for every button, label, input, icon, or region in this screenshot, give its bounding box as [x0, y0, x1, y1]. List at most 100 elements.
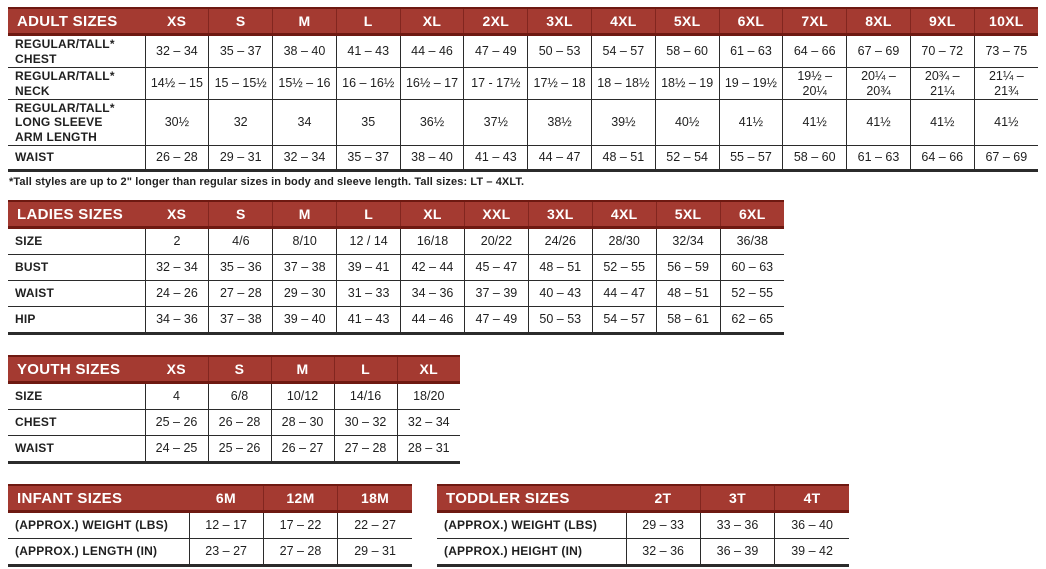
size-value: 38 – 40: [399, 145, 464, 172]
size-value: 34: [272, 99, 337, 146]
size-value: 70 – 72: [909, 34, 975, 68]
size-column-header: XL: [399, 7, 464, 36]
row-label: REGULAR/TALL* NECK: [8, 67, 145, 100]
infant-sizes-table: INFANT SIZES 6M 12M 18M (APPROX.) WEIGHT (LB…: [8, 484, 412, 567]
size-value: 28/30: [591, 227, 657, 255]
table-row: BUST 32 – 34 35 – 36 37 – 38 39 – 41 42 – 44 4…: [8, 254, 784, 281]
size-value: 27 – 28: [262, 538, 338, 567]
table-row: (APPROX.) HEIGHT (IN) 32 – 36 36 – 39 39 – …: [437, 538, 849, 567]
size-value: 28 – 30: [270, 409, 334, 436]
size-value: 52 – 54: [654, 145, 720, 172]
toddler-sizes-table: TODDLER SIZES 2T 3T 4T (APPROX.) WEIGHT (LBS…: [437, 484, 849, 567]
size-column-header: M: [272, 200, 337, 229]
size-value: 38½: [527, 99, 592, 146]
size-value: 44 – 46: [400, 306, 465, 335]
row-label: (APPROX.) WEIGHT (LBS): [437, 511, 626, 539]
size-value: 35 – 36: [208, 254, 273, 281]
size-value: 62 – 65: [719, 306, 784, 335]
size-column-header: S: [208, 200, 273, 229]
size-column-header: 5XL: [655, 200, 721, 229]
adult-sizes-table: ADULT SIZES XS S M L XL 2XL 3XL 4XL 5XL 6XL 7XL 8XL 9…: [8, 7, 1038, 172]
size-column-header: M: [272, 7, 337, 36]
size-value: 58 – 60: [782, 145, 847, 172]
size-value: 17 – 22: [262, 511, 338, 539]
size-value: 39 – 40: [272, 306, 337, 335]
size-column-header: XL: [396, 355, 460, 384]
size-column-header: 10XL: [973, 7, 1038, 36]
size-value: 41 – 43: [336, 306, 401, 335]
size-value: 41½: [973, 99, 1038, 146]
size-value: 67 – 69: [973, 145, 1038, 172]
row-label: (APPROX.) WEIGHT (LBS): [8, 511, 189, 539]
size-value: 35 – 37: [335, 145, 401, 172]
size-value: 73 – 75: [973, 34, 1038, 68]
table-row: CHEST 25 – 26 26 – 28 28 – 30 30 – 32 32 – 34: [8, 409, 460, 436]
size-value: 29 – 30: [272, 280, 337, 307]
size-value: 10/12: [270, 382, 334, 410]
size-value: 40½: [654, 99, 720, 146]
size-value: 23 – 27: [188, 538, 264, 567]
table-row: SIZE 2 4/6 8/10 12 / 14 16/18 20/22 24/26 28/30 3…: [8, 227, 784, 255]
size-value: 42 – 44: [400, 254, 465, 281]
adult-sizes-table-container: ADULT SIZES XS S M L XL 2XL 3XL 4XL 5XL 6XL 7XL 8XL 9…: [8, 7, 1038, 172]
row-label: WAIST: [8, 145, 145, 172]
table-row: WAIST 26 – 28 29 – 31 32 – 34 35 – 37 38 – 40…: [8, 145, 1038, 172]
size-value: 41½: [846, 99, 911, 146]
size-value: 15½ – 16: [272, 67, 337, 100]
row-label: BUST: [8, 254, 145, 281]
size-value: 20¾ – 21¼: [909, 67, 975, 100]
toddler-table-title: TODDLER SIZES: [437, 484, 626, 513]
infant-toddler-row: INFANT SIZES 6M 12M 18M (APPROX.) WEIGHT (LB…: [8, 484, 1038, 567]
size-column-header: XS: [145, 355, 208, 384]
size-value: 37½: [463, 99, 528, 146]
size-column-header: 2T: [626, 484, 701, 513]
size-value: 14/16: [333, 382, 397, 410]
size-column-header: 3T: [699, 484, 775, 513]
size-value: 58 – 61: [655, 306, 721, 335]
size-value: 32 – 34: [144, 34, 209, 68]
size-value: 32 – 34: [396, 409, 460, 436]
size-column-header: S: [208, 7, 273, 36]
table-row: WAIST 24 – 26 27 – 28 29 – 30 31 – 33 34 – 36…: [8, 280, 784, 307]
size-column-header: 4XL: [590, 7, 656, 36]
size-value: 32 – 34: [144, 254, 209, 281]
infant-header-row: INFANT SIZES 6M 12M 18M: [8, 484, 412, 513]
size-column-header: XXL: [463, 200, 529, 229]
size-value: 54 – 57: [591, 306, 657, 335]
size-value: 22 – 27: [337, 511, 412, 539]
size-value: 24 – 26: [144, 280, 209, 307]
size-value: 31 – 33: [336, 280, 401, 307]
size-column-header: 12M: [262, 484, 338, 513]
size-column-header: L: [335, 7, 401, 36]
size-value: 61 – 63: [846, 145, 911, 172]
ladies-header-row: LADIES SIZES XS S M L XL XXL 3XL 4XL 5XL 6XL: [8, 200, 784, 229]
size-value: 24 – 25: [144, 435, 208, 464]
table-row: REGULAR/TALL* NECK 14½ – 15 15 – 15½ 15½ – …: [8, 67, 1038, 100]
size-value: 26 – 28: [207, 409, 271, 436]
size-value: 33 – 36: [699, 511, 775, 539]
size-column-header: XS: [145, 200, 209, 229]
table-row: REGULAR/TALL* CHEST 32 – 34 35 – 37 38 – 40…: [8, 34, 1038, 68]
size-column-header: L: [333, 355, 397, 384]
size-column-header: XS: [145, 7, 209, 36]
size-value: 60 – 63: [719, 254, 784, 281]
size-value: 4: [144, 382, 208, 410]
table-row: REGULAR/TALL* LONG SLEEVE ARM LENGTH 30½ 3…: [8, 99, 1038, 146]
row-label: (APPROX.) HEIGHT (IN): [437, 538, 626, 567]
size-value: 15 – 15½: [208, 67, 273, 100]
infant-sizes-table-container: INFANT SIZES 6M 12M 18M (APPROX.) WEIGHT (LB…: [8, 484, 412, 567]
adult-table-title: ADULT SIZES: [8, 7, 145, 36]
size-value: 27 – 28: [333, 435, 397, 464]
size-value: 26 – 27: [270, 435, 334, 464]
row-label: REGULAR/TALL* LONG SLEEVE ARM LENGTH: [8, 99, 145, 146]
size-value: 36/38: [719, 227, 784, 255]
size-value: 26 – 28: [144, 145, 209, 172]
row-label: CHEST: [8, 409, 145, 436]
size-value: 25 – 26: [144, 409, 208, 436]
size-column-header: 4T: [774, 484, 849, 513]
size-value: 12 – 17: [188, 511, 264, 539]
size-value: 44 – 46: [399, 34, 464, 68]
size-value: 50 – 53: [527, 306, 593, 335]
size-value: 58 – 60: [654, 34, 720, 68]
size-value: 25 – 26: [207, 435, 271, 464]
